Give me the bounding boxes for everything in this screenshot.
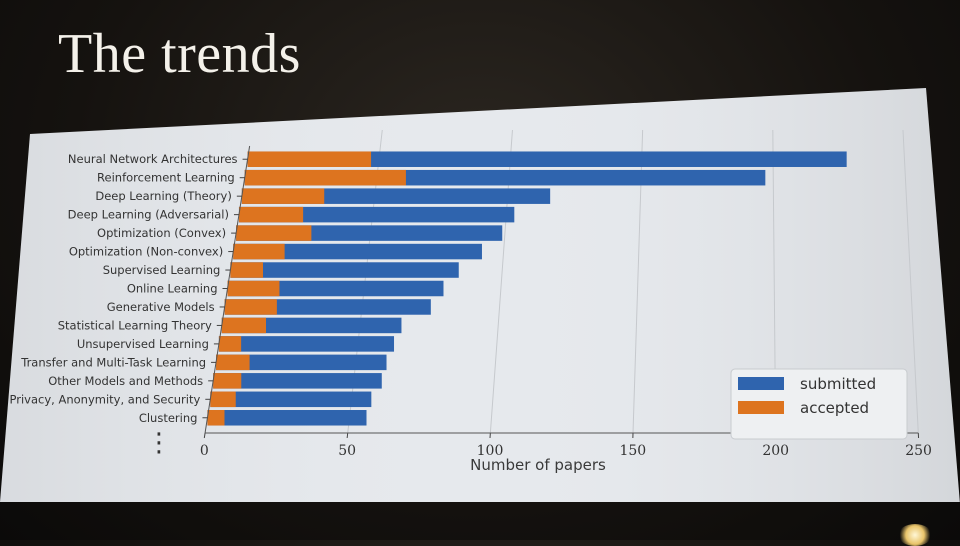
category-label: Supervised Learning — [103, 263, 221, 277]
bar-accepted — [216, 355, 250, 371]
bar-submitted — [230, 262, 458, 278]
bar-accepted — [210, 392, 235, 408]
bar-submitted — [207, 410, 366, 426]
bar-accepted — [207, 410, 224, 426]
projector-screen: Neural Network Architectures Reinforcemen… — [0, 84, 960, 502]
ellipsis-mark: ⋮ — [146, 430, 170, 456]
legend: submitted accepted — [731, 369, 907, 439]
category-label: Optimization (Non-convex) — [69, 245, 223, 259]
category-label: Deep Learning (Theory) — [95, 189, 231, 203]
bar-accepted — [222, 318, 266, 334]
bar-accepted — [233, 244, 284, 260]
light-glare — [898, 524, 932, 546]
category-label: Other Models and Methods — [48, 374, 203, 388]
bar-accepted — [213, 373, 241, 389]
x-tick-label: 250 — [905, 443, 932, 459]
x-tick-label: 0 — [200, 443, 209, 459]
category-label: Statistical Learning Theory — [58, 318, 212, 332]
legend-swatch-submitted — [738, 377, 784, 390]
legend-label-submitted: submitted — [800, 375, 876, 393]
bar-accepted — [219, 336, 241, 352]
category-label: Reinforcement Learning — [97, 171, 235, 185]
legend-swatch-accepted — [738, 401, 784, 414]
category-label: Clustering — [139, 411, 198, 425]
bar-accepted — [239, 207, 303, 223]
bar-accepted — [230, 262, 263, 278]
category-label: Privacy, Anonymity, and Security — [10, 392, 201, 406]
category-label: Optimization (Convex) — [97, 226, 226, 240]
bar-submitted — [219, 336, 394, 352]
category-label: Unsupervised Learning — [77, 337, 209, 351]
bar-accepted — [248, 151, 371, 167]
bar-accepted — [242, 188, 324, 204]
category-label: Deep Learning (Adversarial) — [68, 208, 229, 222]
bar-accepted — [245, 170, 406, 186]
x-tick-label: 150 — [619, 443, 646, 459]
category-label: Online Learning — [127, 282, 218, 296]
slide-title: The trends — [58, 22, 301, 86]
x-tick-50 — [347, 433, 348, 438]
category-label: Neural Network Architectures — [68, 152, 238, 166]
bar-accepted — [228, 281, 280, 297]
category-label: Generative Models — [107, 300, 215, 314]
x-tick-label: 200 — [762, 443, 789, 459]
x-axis-label: Number of papers — [470, 456, 606, 474]
category-label: Transfer and Multi-Task Learning — [20, 355, 206, 369]
x-tick-label: 50 — [338, 443, 356, 459]
bar-chart: Neural Network Architectures Reinforcemen… — [0, 84, 960, 502]
bar-accepted — [236, 225, 311, 241]
legend-label-accepted: accepted — [800, 399, 869, 417]
bar-accepted — [225, 299, 277, 315]
